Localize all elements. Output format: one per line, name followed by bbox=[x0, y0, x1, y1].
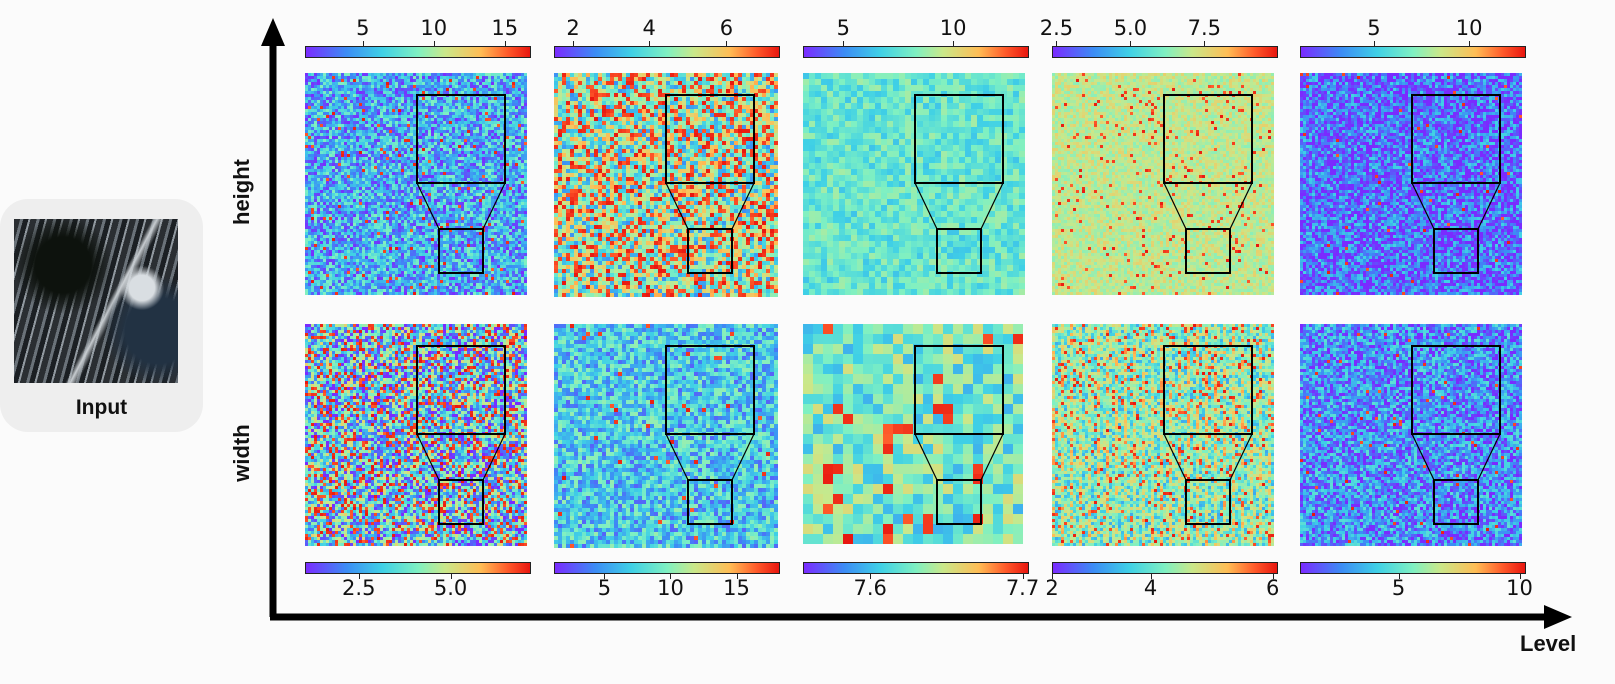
colorbar-tick-mark bbox=[953, 41, 954, 46]
height-map-level-2 bbox=[554, 73, 778, 297]
colorbar-tick-label: 7.5 bbox=[1188, 16, 1221, 40]
heatmap-cells bbox=[305, 324, 529, 548]
colorbar-tick-mark bbox=[451, 574, 452, 579]
colorbar-tick-mark bbox=[1469, 41, 1470, 46]
colorbar-tick-label: 6 bbox=[1266, 576, 1279, 600]
colorbar-tick-mark bbox=[604, 574, 605, 579]
colorbar-gradient bbox=[554, 562, 780, 574]
colorbar-tick-label: 5.0 bbox=[1114, 16, 1147, 40]
colorbar-tick-mark bbox=[1151, 574, 1152, 579]
colorbar-tick-mark bbox=[870, 574, 871, 579]
colorbar-tick-mark bbox=[1023, 574, 1024, 579]
colorbar-tick-mark bbox=[434, 41, 435, 46]
colorbar-tick-mark bbox=[1052, 574, 1053, 579]
vertical-axis-arrowhead bbox=[261, 18, 285, 46]
colorbar-gradient bbox=[305, 562, 531, 574]
colorbar-tick-mark bbox=[1204, 41, 1205, 46]
height-map-level-3 bbox=[803, 73, 1027, 297]
heatmap-cells bbox=[803, 324, 1027, 548]
width-map-level-3 bbox=[803, 324, 1027, 548]
width-map-level-1 bbox=[305, 324, 529, 548]
colorbar-gradient bbox=[1300, 46, 1526, 58]
colorbar-tick-label: 2 bbox=[566, 16, 579, 40]
colorbar-tick-mark bbox=[1056, 41, 1057, 46]
height-map-level-1 bbox=[305, 73, 529, 297]
heatmap-cells bbox=[305, 73, 529, 297]
horizontal-axis-arrowhead bbox=[1544, 605, 1572, 629]
colorbar-tick-label: 6 bbox=[720, 16, 733, 40]
colorbar-tick-mark bbox=[505, 41, 506, 46]
colorbar-gradient bbox=[1300, 562, 1526, 574]
colorbar-tick-label: 5 bbox=[598, 576, 611, 600]
heatmap-cells bbox=[1300, 73, 1524, 297]
colorbar-gradient bbox=[803, 562, 1029, 574]
colorbar-tick-mark bbox=[363, 41, 364, 46]
heatmap-cells bbox=[803, 73, 1027, 297]
level-axis-label: Level bbox=[1520, 631, 1576, 657]
heatmap-cells bbox=[1052, 73, 1276, 297]
colorbar-tick-label: 5 bbox=[356, 16, 369, 40]
colorbar-tick-label: 2 bbox=[1045, 576, 1058, 600]
colorbar-tick-label: 10 bbox=[1456, 16, 1483, 40]
width-map-level-4 bbox=[1052, 324, 1276, 548]
colorbar-tick-mark bbox=[1130, 41, 1131, 46]
colorbar-tick-mark bbox=[843, 41, 844, 46]
colorbar-tick-label: 2.5 bbox=[342, 576, 375, 600]
heatmap-cells bbox=[1052, 324, 1276, 548]
colorbar-tick-label: 4 bbox=[1144, 576, 1157, 600]
width-map-level-5 bbox=[1300, 324, 1524, 548]
colorbar-tick-mark bbox=[573, 41, 574, 46]
colorbar-tick-mark bbox=[1374, 41, 1375, 46]
colorbar-gradient bbox=[1052, 562, 1278, 574]
colorbar-tick-mark bbox=[1520, 574, 1521, 579]
colorbar-tick-label: 10 bbox=[420, 16, 447, 40]
colorbar-tick-label: 5 bbox=[1392, 576, 1405, 600]
heatmap-cells bbox=[554, 73, 778, 297]
colorbar-gradient bbox=[305, 46, 531, 58]
height-map-level-5 bbox=[1300, 73, 1524, 297]
heatmap-cells bbox=[1300, 324, 1524, 548]
colorbar-tick-label: 10 bbox=[1506, 576, 1533, 600]
colorbar-tick-label: 10 bbox=[940, 16, 967, 40]
colorbar-tick-mark bbox=[670, 574, 671, 579]
heatmap-cells bbox=[554, 324, 778, 548]
colorbar-tick-label: 15 bbox=[723, 576, 750, 600]
colorbar-gradient bbox=[803, 46, 1029, 58]
height-map-level-4 bbox=[1052, 73, 1276, 297]
colorbar-tick-mark bbox=[1273, 574, 1274, 579]
colorbar-tick-label: 10 bbox=[657, 576, 684, 600]
width-map-level-2 bbox=[554, 324, 778, 548]
colorbar-gradient bbox=[554, 46, 780, 58]
colorbar-tick-mark bbox=[649, 41, 650, 46]
colorbar-tick-mark bbox=[1399, 574, 1400, 579]
colorbar-tick-label: 2.5 bbox=[1040, 16, 1073, 40]
colorbar-gradient bbox=[1052, 46, 1278, 58]
colorbar-tick-mark bbox=[737, 574, 738, 579]
colorbar-tick-label: 4 bbox=[643, 16, 656, 40]
colorbar-tick-mark bbox=[726, 41, 727, 46]
colorbar-tick-label: 5 bbox=[837, 16, 850, 40]
colorbar-tick-label: 15 bbox=[491, 16, 518, 40]
colorbar-tick-label: 5 bbox=[1367, 16, 1380, 40]
colorbar-tick-label: 7.7 bbox=[1006, 576, 1039, 600]
colorbar-tick-label: 5.0 bbox=[434, 576, 467, 600]
colorbar-tick-mark bbox=[359, 574, 360, 579]
colorbar-tick-label: 7.6 bbox=[853, 576, 886, 600]
